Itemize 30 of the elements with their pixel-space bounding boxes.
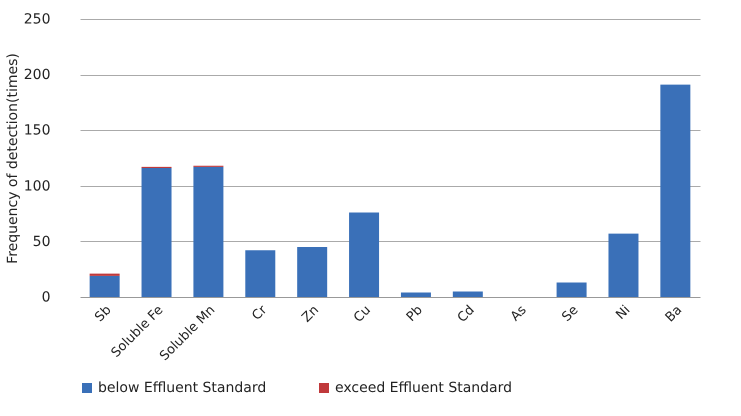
x-tick-label: Pb — [404, 302, 426, 325]
x-tick-label: Cd — [454, 302, 478, 326]
x-tick-label: Se — [559, 302, 582, 325]
bar — [660, 84, 690, 297]
y-tick-label: 250 — [24, 12, 50, 28]
x-tick-label: Sb — [92, 302, 115, 326]
y-tick-label: 200 — [24, 67, 50, 84]
bar — [193, 166, 224, 297]
y-tick-label: 50 — [32, 234, 50, 250]
bar — [90, 276, 120, 297]
y-tick-label: 150 — [24, 122, 50, 139]
bar — [349, 212, 380, 297]
bar — [400, 292, 431, 297]
bar — [608, 234, 638, 297]
bar — [556, 282, 587, 297]
x-tick-label: Cu — [351, 302, 374, 326]
x-tick-label: Ba — [662, 302, 686, 326]
legend-label: exceed Effluent Standard — [335, 380, 512, 396]
x-tick-label: Ni — [613, 302, 634, 323]
x-tick-label: Cr — [249, 302, 271, 324]
y-axis-title: Frequency of detection(times) — [4, 53, 21, 264]
x-tick-label: Zn — [299, 302, 322, 326]
bar — [142, 168, 172, 297]
legend-label: below Effluent Standard — [98, 380, 266, 396]
bar — [245, 250, 276, 297]
x-tick-label: As — [508, 302, 530, 324]
y-tick-label: 0 — [42, 290, 50, 306]
y-tick-label: 100 — [24, 178, 50, 194]
bar — [297, 246, 328, 297]
bar — [452, 291, 483, 297]
